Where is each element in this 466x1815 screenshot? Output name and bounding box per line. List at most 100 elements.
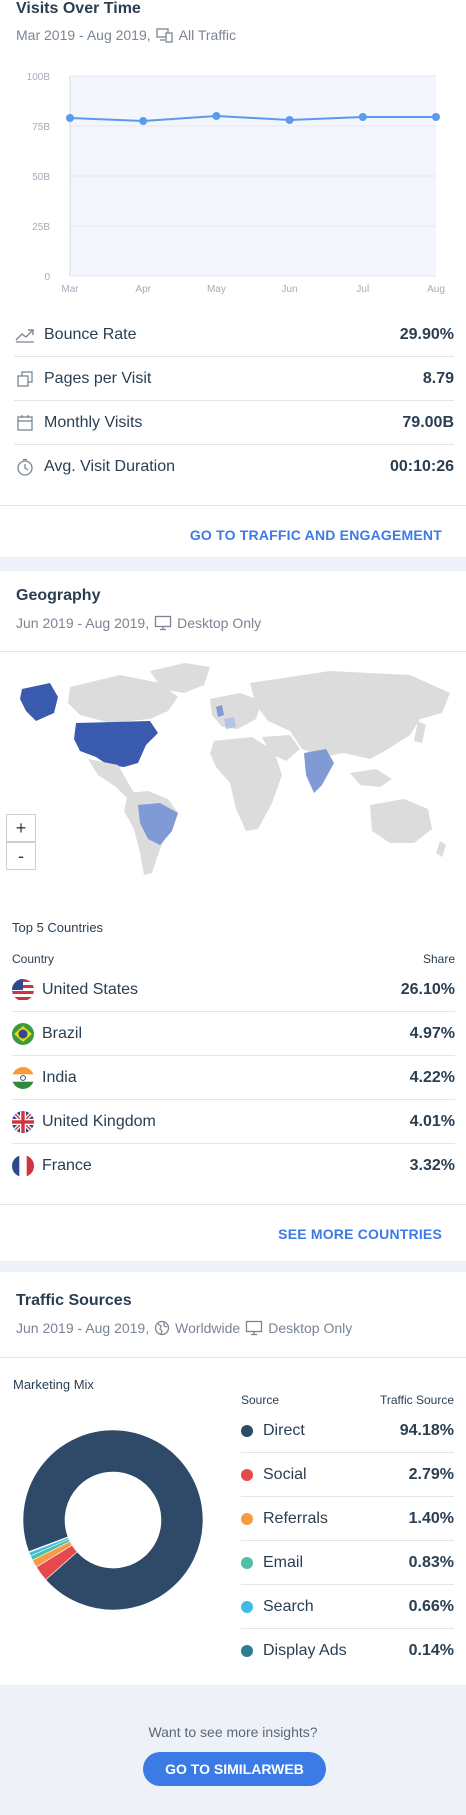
geography-title: Geography: [16, 587, 101, 604]
globe-icon: [154, 1320, 170, 1336]
x-tick-label: Jul: [356, 284, 369, 295]
country-name: United Kingdom: [42, 1112, 156, 1130]
source-row-direct: Direct 94.18%: [241, 1409, 454, 1453]
country-row: India 4.22%: [12, 1056, 455, 1100]
traffic-region-filter: Worldwide: [175, 1320, 241, 1336]
metric-row-monthly-visits: Monthly Visits 79.00B: [14, 401, 454, 445]
source-column-header: Source: [241, 1393, 280, 1407]
data-point: [285, 116, 294, 124]
country-name: Brazil: [42, 1024, 83, 1042]
direct-dot-icon: [241, 1424, 253, 1437]
visits-traffic-filter: All Traffic: [178, 27, 236, 43]
visits-date-range: Mar 2019 - Aug 2019,: [16, 27, 151, 43]
us-flag-icon: [12, 978, 34, 1001]
geography-device-filter: Desktop Only: [177, 615, 262, 631]
country-name: United States: [42, 980, 139, 998]
social-dot-icon: [241, 1468, 253, 1481]
data-point: [139, 117, 148, 125]
cta-prompt: Want to see more insights?: [148, 1724, 318, 1740]
desktop-icon: [154, 615, 172, 631]
metric-row-avg-visit-duration: Avg. Visit Duration 00:10:26: [14, 445, 454, 489]
y-tick-label: 0: [44, 272, 50, 283]
source-value: 0.14%: [408, 1642, 454, 1659]
x-tick-label: Aug: [427, 284, 445, 295]
source-row-social: Social 2.79%: [241, 1453, 454, 1497]
y-tick-label: 50B: [32, 172, 50, 183]
visits-line-chart: 0 25B 50B 75B 100B Mar Apr May Jun Jul Aug: [27, 72, 445, 295]
source-name: Display Ads: [263, 1642, 347, 1659]
metric-label: Bounce Rate: [44, 325, 137, 343]
zoom-in-button[interactable]: +: [6, 814, 36, 842]
traffic-device-filter: Desktop Only: [268, 1320, 353, 1336]
metric-value: 79.00B: [402, 413, 454, 431]
traffic-date-range: Jun 2019 - Aug 2019,: [16, 1320, 150, 1336]
marketing-mix-label: Marketing Mix: [13, 1377, 94, 1392]
x-tick-label: Apr: [135, 284, 151, 295]
source-name: Direct: [263, 1421, 305, 1439]
data-point: [358, 113, 367, 121]
uk-flag-icon: [12, 1110, 34, 1133]
data-point: [66, 114, 74, 122]
metric-row-bounce-rate: Bounce Rate 29.90%: [14, 313, 454, 357]
zoom-out-button[interactable]: -: [6, 842, 36, 870]
source-name: Referrals: [263, 1509, 328, 1527]
country-share: 4.97%: [409, 1024, 455, 1042]
country-row: United States 26.10%: [12, 968, 455, 1012]
metric-label: Avg. Visit Duration: [44, 458, 176, 475]
visits-subtitle: Mar 2019 - Aug 2019, All Traffic: [16, 27, 236, 43]
geography-date-range: Jun 2019 - Aug 2019,: [16, 615, 150, 631]
display-ads-dot-icon: [241, 1645, 253, 1657]
country-column-header: Country: [12, 952, 55, 966]
source-value: 0.66%: [408, 1597, 454, 1615]
traffic-title: Traffic Sources: [16, 1292, 132, 1309]
source-row-display-ads: Display Ads 0.14%: [241, 1629, 454, 1673]
visits-divider: [0, 505, 466, 506]
geography-divider: [0, 651, 466, 652]
visits-card: Visits Over Time Mar 2019 - Aug 2019, Al…: [0, 0, 466, 557]
brazil-flag-icon: [12, 1022, 34, 1045]
calendar-icon: [14, 412, 36, 434]
traffic-subtitle: Jun 2019 - Aug 2019, Worldwide Desktop O…: [16, 1320, 352, 1336]
metric-value: 29.90%: [399, 325, 454, 343]
metric-value: 8.79: [422, 369, 454, 387]
source-row-referrals: Referrals 1.40%: [241, 1497, 454, 1541]
source-value: 2.79%: [408, 1465, 454, 1483]
metric-label: Pages per Visit: [44, 369, 152, 387]
countries-divider: [0, 1204, 466, 1205]
go-to-similarweb-button[interactable]: GO TO SIMILARWEB: [143, 1752, 326, 1786]
devices-icon: [156, 28, 173, 43]
source-name: Social: [263, 1465, 307, 1483]
country-share: 26.10%: [400, 980, 455, 998]
see-more-countries-link[interactable]: SEE MORE COUNTRIES: [278, 1226, 442, 1242]
world-map[interactable]: + -: [0, 653, 466, 883]
country-row: France 3.32%: [12, 1144, 455, 1188]
trend-icon: [14, 324, 36, 346]
source-value: 94.18%: [399, 1421, 454, 1439]
metric-value: 00:10:26: [389, 458, 454, 475]
x-tick-label: May: [207, 284, 226, 295]
traffic-divider: [0, 1357, 466, 1358]
top-countries-label: Top 5 Countries: [12, 920, 104, 935]
desktop-icon: [246, 1320, 263, 1336]
source-row-email: Email 0.83%: [241, 1541, 454, 1585]
visits-series-line: [69, 114, 436, 123]
search-dot-icon: [241, 1600, 253, 1613]
country-row: United Kingdom 4.01%: [12, 1100, 455, 1144]
share-column-header: Share: [422, 952, 455, 966]
country-name: India: [42, 1068, 77, 1086]
source-name: Search: [263, 1597, 314, 1615]
x-tick-label: Mar: [61, 284, 79, 295]
france-flag-icon: [12, 1155, 34, 1177]
clock-icon: [14, 456, 36, 478]
y-tick-label: 100B: [27, 72, 51, 83]
metric-label: Monthly Visits: [44, 413, 143, 431]
source-value: 1.40%: [408, 1509, 454, 1527]
source-row-search: Search 0.66%: [241, 1585, 454, 1629]
visits-title: Visits Over Time: [16, 0, 141, 17]
pages-icon: [14, 368, 36, 390]
data-point: [212, 112, 221, 120]
world-map-svg: [20, 663, 450, 875]
country-share: 4.01%: [409, 1112, 455, 1130]
country-row: Brazil 4.97%: [12, 1012, 455, 1056]
traffic-engagement-link[interactable]: GO TO TRAFFIC AND ENGAGEMENT: [189, 527, 442, 543]
